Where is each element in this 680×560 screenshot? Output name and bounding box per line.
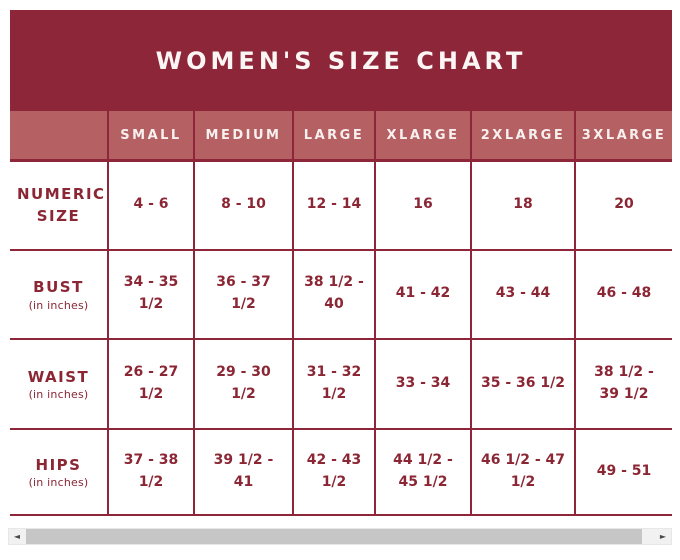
cell-waist-2xlarge: 35 - 36 1/2	[470, 337, 576, 430]
cell-numeric-3xlarge: 20	[574, 159, 672, 251]
cell-numeric-small: 4 - 6	[107, 159, 195, 251]
title-banner: WOMEN'S SIZE CHART	[10, 10, 672, 111]
cell-waist-large: 31 - 32 1/2	[292, 337, 376, 430]
cell-hips-medium: 39 1/2 - 41	[193, 427, 294, 516]
arrow-left-icon: ◄	[13, 531, 21, 541]
row-sublabel: (in inches)	[28, 476, 89, 490]
row-header-hips: HIPS (in inches)	[10, 427, 109, 516]
table-row-hips: HIPS (in inches) 37 - 38 1/2 39 1/2 - 41…	[10, 427, 672, 516]
size-table: SMALL MEDIUM LARGE XLARGE 2XLARGE 3XLARG…	[10, 111, 672, 516]
col-header-small: SMALL	[107, 111, 195, 162]
cell-bust-large: 38 1/2 - 40	[292, 248, 376, 340]
cell-numeric-2xlarge: 18	[470, 159, 576, 251]
col-header-large: LARGE	[292, 111, 376, 162]
table-row-waist: WAIST (in inches) 26 - 27 1/2 29 - 30 1/…	[10, 337, 672, 430]
horizontal-scrollbar[interactable]: ◄ ►	[8, 528, 672, 545]
cell-numeric-xlarge: 16	[374, 159, 472, 251]
row-header-waist: WAIST (in inches)	[10, 337, 109, 430]
row-header-bust: BUST (in inches)	[10, 248, 109, 340]
cell-hips-xlarge: 44 1/2 - 45 1/2	[374, 427, 472, 516]
table-row-bust: BUST (in inches) 34 - 35 1/2 36 - 37 1/2…	[10, 248, 672, 340]
cell-bust-small: 34 - 35 1/2	[107, 248, 195, 340]
size-chart-panel: WOMEN'S SIZE CHART SMALL MEDIUM LARGE XL…	[10, 10, 672, 516]
row-label: WAIST	[27, 367, 90, 386]
cell-waist-small: 26 - 27 1/2	[107, 337, 195, 430]
table-row-numeric-size: NUMERIC SIZE 4 - 6 8 - 10 12 - 14 16 18 …	[10, 159, 672, 251]
cell-waist-3xlarge: 38 1/2 - 39 1/2	[574, 337, 672, 430]
cell-hips-large: 42 - 43 1/2	[292, 427, 376, 516]
cell-hips-2xlarge: 46 1/2 - 47 1/2	[470, 427, 576, 516]
cell-bust-3xlarge: 46 - 48	[574, 248, 672, 340]
scrollbar-track[interactable]	[25, 529, 655, 544]
row-sublabel: (in inches)	[28, 388, 89, 402]
cell-numeric-large: 12 - 14	[292, 159, 376, 251]
corner-cell	[10, 111, 109, 162]
row-label: NUMERIC SIZE	[17, 184, 106, 226]
cell-hips-small: 37 - 38 1/2	[107, 427, 195, 516]
cell-bust-xlarge: 41 - 42	[374, 248, 472, 340]
cell-numeric-medium: 8 - 10	[193, 159, 294, 251]
scroll-right-button[interactable]: ►	[655, 529, 671, 544]
col-header-3xlarge: 3XLARGE	[574, 111, 672, 162]
cell-waist-xlarge: 33 - 34	[374, 337, 472, 430]
cell-bust-medium: 36 - 37 1/2	[193, 248, 294, 340]
page-title: WOMEN'S SIZE CHART	[155, 46, 527, 75]
col-header-2xlarge: 2XLARGE	[470, 111, 576, 162]
row-sublabel: (in inches)	[28, 298, 89, 312]
cell-waist-medium: 29 - 30 1/2	[193, 337, 294, 430]
arrow-right-icon: ►	[659, 531, 667, 541]
scroll-left-button[interactable]: ◄	[9, 529, 25, 544]
scrollbar-thumb[interactable]	[26, 529, 642, 544]
row-label: HIPS	[35, 455, 82, 474]
row-label: BUST	[33, 278, 84, 297]
size-header-row: SMALL MEDIUM LARGE XLARGE 2XLARGE 3XLARG…	[10, 111, 672, 162]
cell-bust-2xlarge: 43 - 44	[470, 248, 576, 340]
col-header-medium: MEDIUM	[193, 111, 294, 162]
row-header-numeric-size: NUMERIC SIZE	[10, 159, 109, 251]
col-header-xlarge: XLARGE	[374, 111, 472, 162]
cell-hips-3xlarge: 49 - 51	[574, 427, 672, 516]
